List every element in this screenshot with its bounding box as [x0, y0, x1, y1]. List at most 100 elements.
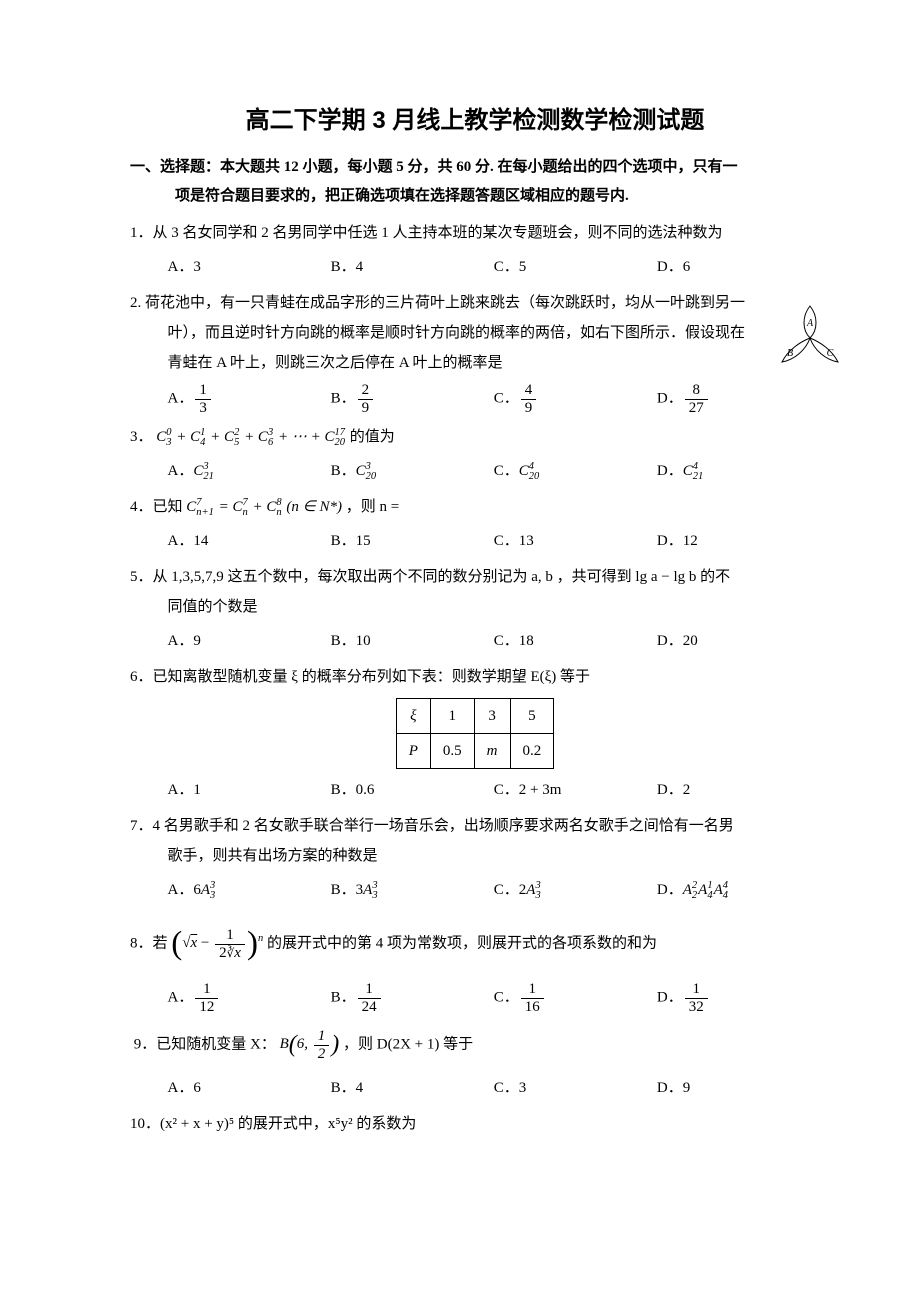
q6-table-cell: 5 [510, 699, 554, 734]
q4-prefix: 4．已知 [130, 499, 186, 515]
q8-expression: (√x − 12∛x)n [171, 935, 263, 951]
q7-option-d: D．A22A14A44 [657, 875, 820, 905]
q9-option-c: C．3 [494, 1073, 657, 1103]
q8-option-c: C．116 [494, 981, 657, 1015]
q2-option-a: A．13 [168, 382, 331, 416]
q5-option-a: A．9 [168, 626, 331, 656]
q4-option-d: D．12 [657, 526, 820, 556]
q2-line1: 2. 荷花池中，有一只青蛙在成品字形的三片荷叶上跳来跳去（每次跳跃时，均从一叶跳… [130, 295, 745, 311]
q5-text: 5．从 1,3,5,7,9 这五个数中，每次取出两个不同的数分别记为 a, b … [130, 562, 820, 622]
question-10: 10．(x² + x + y)⁵ 的展开式中，x⁵y² 的系数为 [130, 1109, 820, 1139]
q9-mid: ，则 D(2X + 1) 等于 [343, 1036, 473, 1052]
q6-text: 6．已知离散型随机变量 ξ 的概率分布列如下表：则数学期望 E(ξ) 等于 [130, 662, 820, 692]
q2-line2: 叶），而且逆时针方向跳的概率是顺时针方向跳的概率的两倍，如右下图所示．假设现在 [130, 318, 820, 348]
section-1-header: 一、选择题：本大题共 12 小题，每小题 5 分，共 60 分. 在每小题给出的… [130, 153, 820, 210]
q8-prefix: 8．若 [130, 935, 171, 951]
q1-option-a: A．3 [168, 252, 331, 282]
q4-suffix: ，则 n = [346, 499, 399, 515]
q8-text: 8．若 (√x − 12∛x)n 的展开式中的第 4 项为常数项，则展开式的各项… [130, 911, 820, 977]
q6-table-p: P [396, 734, 430, 769]
question-6: 6．已知离散型随机变量 ξ 的概率分布列如下表：则数学期望 E(ξ) 等于 ξ … [130, 662, 820, 805]
q6-option-c: C．2 + 3m [494, 775, 657, 805]
q7-option-b: B．3A33 [331, 875, 494, 905]
q9-option-b: B．4 [331, 1073, 494, 1103]
leaf-label-b: B [787, 348, 793, 359]
q9-prefix: 9．已知随机变量 X： [134, 1036, 276, 1052]
q5-line2: 同值的个数是 [130, 592, 820, 622]
q5-options: A．9 B．10 C．18 D．20 [130, 626, 820, 656]
q4-text: 4．已知 C7n+1 = C7n + C8n (n ∈ N*) ，则 n = [130, 492, 820, 522]
leaf-diagram-icon: A B C [770, 298, 850, 378]
question-3: 3． C03 + C14 + C25 + C36 + ⋯ + C1720 的值为… [130, 422, 820, 486]
q8-option-d: D．132 [657, 981, 820, 1015]
q2-line3: 青蛙在 A 叶上，则跳三次之后停在 A 叶上的概率是 [130, 348, 820, 378]
q3-suffix: 的值为 [350, 429, 395, 445]
q9-option-a: A．6 [168, 1073, 331, 1103]
q9-text: 9．已知随机变量 X： B(6, 12) ，则 D(2X + 1) 等于 [130, 1021, 820, 1069]
q9-options: A．6 B．4 C．3 D．9 [130, 1073, 820, 1103]
q5-option-d: D．20 [657, 626, 820, 656]
question-7: 7．4 名男歌手和 2 名女歌手联合举行一场音乐会，出场顺序要求两名女歌手之间恰… [130, 811, 820, 905]
q7-option-a: A．6A33 [168, 875, 331, 905]
q6-table-xi: ξ [396, 699, 430, 734]
q8-option-b: B．124 [331, 981, 494, 1015]
exam-title: 高二下学期 3 月线上教学检测数学检测试题 [130, 100, 820, 135]
q7-line1: 7．4 名男歌手和 2 名女歌手联合举行一场音乐会，出场顺序要求两名女歌手之间恰… [130, 818, 734, 834]
q7-text: 7．4 名男歌手和 2 名女歌手联合举行一场音乐会，出场顺序要求两名女歌手之间恰… [130, 811, 820, 871]
q6-option-a: A．1 [168, 775, 331, 805]
question-5: 5．从 1,3,5,7,9 这五个数中，每次取出两个不同的数分别记为 a, b … [130, 562, 820, 656]
q7-options: A．6A33 B．3A33 C．2A33 D．A22A14A44 [130, 875, 820, 905]
q1-option-c: C．5 [494, 252, 657, 282]
q3-options: A．C321 B．C320 C．C420 D．C421 [130, 456, 820, 486]
question-4: 4．已知 C7n+1 = C7n + C8n (n ∈ N*) ，则 n = A… [130, 492, 820, 556]
q5-line1: 5．从 1,3,5,7,9 这五个数中，每次取出两个不同的数分别记为 a, b … [130, 569, 730, 585]
q1-text: 1．从 3 名女同学和 2 名男同学中任选 1 人主持本班的某次专题班会，则不同… [130, 218, 820, 248]
q4-options: A．14 B．15 C．13 D．12 [130, 526, 820, 556]
q3-expression: C03 + C14 + C25 + C36 + ⋯ + C1720 [156, 429, 346, 445]
q8-suffix: 的展开式中的第 4 项为常数项，则展开式的各项系数的和为 [267, 935, 657, 951]
q1-option-b: B．4 [331, 252, 494, 282]
section-header-line1: 一、选择题：本大题共 12 小题，每小题 5 分，共 60 分. 在每小题给出的… [130, 159, 738, 175]
q4-option-a: A．14 [168, 526, 331, 556]
question-1: 1．从 3 名女同学和 2 名男同学中任选 1 人主持本班的某次专题班会，则不同… [130, 218, 820, 282]
question-2: 2. 荷花池中，有一只青蛙在成品字形的三片荷叶上跳来跳去（每次跳跃时，均从一叶跳… [130, 288, 820, 416]
q1-option-d: D．6 [657, 252, 820, 282]
q7-line2: 歌手，则共有出场方案的种数是 [130, 841, 820, 871]
q8-option-a: A．112 [168, 981, 331, 1015]
q6-table-cell: 3 [474, 699, 510, 734]
q2-option-c: C．49 [494, 382, 657, 416]
q2-option-d: D．827 [657, 382, 820, 416]
q6-table-cell: 1 [430, 699, 474, 734]
q9-expression: B(6, 12) [280, 1036, 340, 1052]
q10-text: 10．(x² + x + y)⁵ 的展开式中，x⁵y² 的系数为 [130, 1109, 820, 1139]
leaf-label-a: A [806, 318, 814, 329]
q6-table-cell: 0.2 [510, 734, 554, 769]
q3-option-c: C．C420 [494, 456, 657, 486]
q4-option-c: C．13 [494, 526, 657, 556]
q4-expression: C7n+1 = C7n + C8n (n ∈ N*) [186, 499, 342, 515]
question-8: 8．若 (√x − 12∛x)n 的展开式中的第 4 项为常数项，则展开式的各项… [130, 911, 820, 1015]
q6-option-d: D．2 [657, 775, 820, 805]
section-header-line2: 项是符合题目要求的，把正确选项填在选择题答题区域相应的题号内. [130, 188, 629, 204]
q6-options: A．1 B．0.6 C．2 + 3m D．2 [130, 775, 820, 805]
leaf-label-c: C [827, 348, 834, 359]
q6-table-cell: 0.5 [430, 734, 474, 769]
q2-options: A．13 B．29 C．49 D．827 [130, 382, 820, 416]
q5-option-b: B．10 [331, 626, 494, 656]
q6-table-cell: m [474, 734, 510, 769]
q3-option-d: D．C421 [657, 456, 820, 486]
q3-text: 3． C03 + C14 + C25 + C36 + ⋯ + C1720 的值为 [130, 422, 820, 452]
q5-option-c: C．18 [494, 626, 657, 656]
question-9: 9．已知随机变量 X： B(6, 12) ，则 D(2X + 1) 等于 A．6… [130, 1021, 820, 1103]
q6-distribution-table: ξ 1 3 5 P 0.5 m 0.2 [396, 698, 555, 769]
q6-option-b: B．0.6 [331, 775, 494, 805]
q3-option-a: A．C321 [168, 456, 331, 486]
q2-text: 2. 荷花池中，有一只青蛙在成品字形的三片荷叶上跳来跳去（每次跳跃时，均从一叶跳… [130, 288, 820, 378]
q8-options: A．112 B．124 C．116 D．132 [130, 981, 820, 1015]
q7-option-c: C．2A33 [494, 875, 657, 905]
q4-option-b: B．15 [331, 526, 494, 556]
q1-options: A．3 B．4 C．5 D．6 [130, 252, 820, 282]
q9-option-d: D．9 [657, 1073, 820, 1103]
q3-prefix: 3． [130, 429, 153, 445]
q3-option-b: B．C320 [331, 456, 494, 486]
